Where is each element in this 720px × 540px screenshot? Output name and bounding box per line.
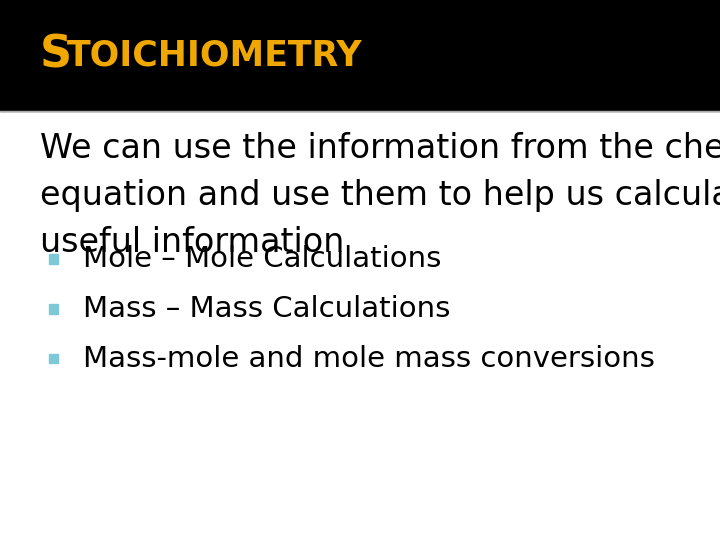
Text: equation and use them to help us calculate: equation and use them to help us calcula… [40,179,720,212]
Bar [0,0,720,111]
Text: Mass – Mass Calculations: Mass – Mass Calculations [83,295,450,323]
Bar [49,304,58,314]
Text: Mass-mole and mole mass conversions: Mass-mole and mole mass conversions [83,345,654,373]
Bar [49,354,58,363]
Text: useful information: useful information [40,226,344,259]
Text: We can use the information from the chemical: We can use the information from the chem… [40,132,720,165]
Text: TOICHIOMETRY: TOICHIOMETRY [67,38,363,72]
Text: S: S [40,34,72,77]
Bar [49,254,58,264]
Text: Mole – Mole Calculations: Mole – Mole Calculations [83,245,441,273]
